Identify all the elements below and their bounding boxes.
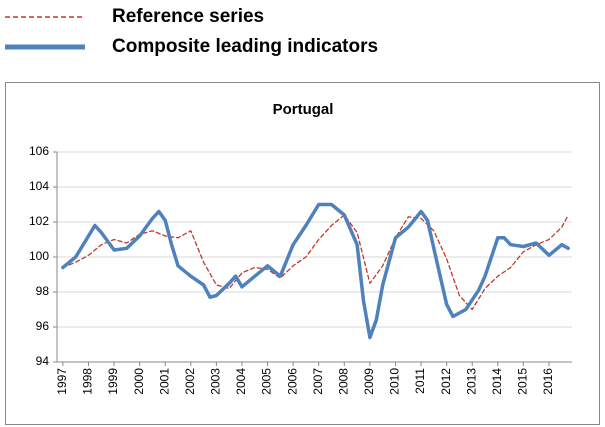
x-tick-label: 1999: [106, 368, 120, 395]
x-tick-label: 1998: [81, 368, 95, 395]
chart-frame: [5, 82, 600, 425]
y-tick-label: 96: [36, 319, 50, 333]
x-tick-label: 2003: [209, 368, 223, 395]
x-tick-label: 1997: [55, 368, 69, 395]
x-tick-label: 2006: [285, 368, 299, 395]
x-tick-label: 2014: [490, 368, 504, 395]
x-tick-label: 2005: [260, 368, 274, 395]
x-tick-label: 2000: [132, 368, 146, 395]
y-tick-label: 100: [29, 249, 49, 263]
legend-label: Composite leading indicators: [112, 36, 378, 57]
y-tick-label: 102: [29, 214, 49, 228]
y-tick-label: 104: [29, 179, 49, 193]
chart-title: Portugal: [273, 101, 334, 118]
x-tick-label: 2008: [336, 368, 350, 395]
data-line: [61, 202, 570, 340]
x-tick-label: 2012: [439, 368, 453, 395]
legend-label: Reference series: [112, 6, 264, 27]
y-tick-label: 106: [29, 144, 49, 158]
x-tick-label: 2007: [311, 368, 325, 395]
x-tick-label: 2002: [183, 368, 197, 395]
y-tick-label: 94: [36, 354, 50, 368]
data-line: [62, 214, 569, 311]
x-tick-label: 2015: [516, 368, 530, 395]
x-tick-label: 2013: [464, 368, 478, 395]
x-tick-label: 2016: [541, 368, 555, 395]
x-tick-label: 2009: [362, 368, 376, 395]
x-tick-label: 2010: [388, 368, 402, 395]
x-tick-label: 2001: [157, 368, 171, 395]
x-tick-label: 2004: [234, 368, 248, 395]
y-tick-label: 98: [36, 284, 50, 298]
x-tick-label: 2011: [413, 368, 427, 394]
